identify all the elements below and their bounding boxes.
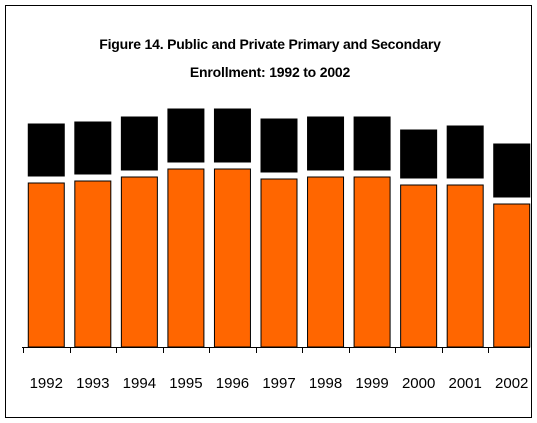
bar-segment bbox=[213, 108, 251, 163]
bar-segment bbox=[446, 184, 484, 348]
bar-segment bbox=[400, 129, 438, 179]
bar-segment bbox=[74, 121, 112, 175]
bar-segment bbox=[353, 176, 391, 348]
bar-segment bbox=[493, 143, 531, 198]
bar-segment bbox=[120, 116, 158, 171]
bar-segment bbox=[167, 168, 205, 348]
bar-segment bbox=[260, 178, 298, 348]
x-tick-label: 1994 bbox=[123, 375, 156, 392]
bar-segment bbox=[353, 116, 391, 171]
chart-title: Figure 14. Public and Private Primary an… bbox=[99, 36, 441, 80]
x-tick-label: 2000 bbox=[402, 375, 435, 392]
x-tick-label: 1995 bbox=[169, 375, 202, 392]
x-tick-label: 1997 bbox=[262, 375, 295, 392]
x-tick-label: 2002 bbox=[495, 375, 528, 392]
x-tick-label: 1992 bbox=[30, 375, 63, 392]
x-tick-label: 1998 bbox=[309, 375, 342, 392]
bar-segment bbox=[27, 182, 65, 348]
bar-segment bbox=[120, 176, 158, 348]
x-tick-label: 1996 bbox=[216, 375, 249, 392]
bar-segment bbox=[74, 180, 112, 348]
bar-segment bbox=[260, 118, 298, 173]
border bbox=[5, 5, 532, 418]
bar-segment bbox=[446, 125, 484, 179]
bar-segment bbox=[493, 203, 531, 348]
bar-segment bbox=[167, 108, 205, 163]
bar-segment bbox=[307, 116, 345, 171]
bar-segment bbox=[400, 184, 438, 348]
bar-segment bbox=[213, 168, 251, 348]
x-tick-label: 2001 bbox=[448, 375, 481, 392]
bar-segment bbox=[307, 176, 345, 348]
x-tick-label: 1999 bbox=[355, 375, 388, 392]
bar-segment bbox=[27, 123, 65, 177]
x-tick-label: 1993 bbox=[76, 375, 109, 392]
